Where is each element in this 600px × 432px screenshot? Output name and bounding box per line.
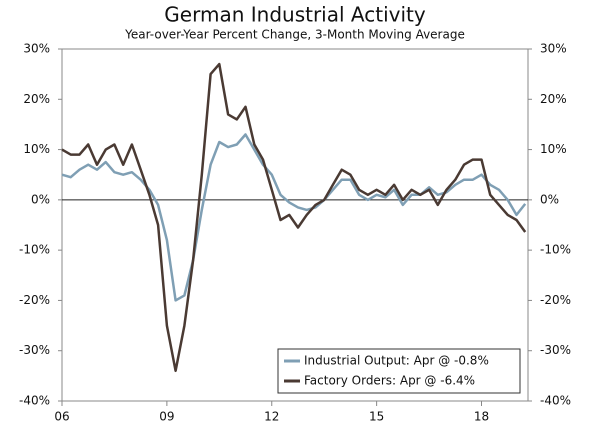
y2-tick-label: 0%	[540, 192, 559, 206]
series-line	[61, 62, 527, 373]
y2-tick-label: -10%	[540, 243, 571, 257]
y-tick-label: -20%	[19, 293, 50, 307]
legend-box	[277, 348, 521, 394]
y-tick-label: -10%	[19, 243, 50, 257]
y2-tick-label: 20%	[540, 92, 567, 106]
y2-tick-label: -40%	[540, 394, 571, 408]
x-tick-label: 06	[54, 410, 69, 424]
legend-label: Factory Orders: Apr @ -6.4%	[304, 374, 475, 388]
y2-tick-label: 10%	[540, 142, 567, 156]
y-tick-label: 0%	[31, 192, 50, 206]
y2-tick-label: 30%	[540, 42, 567, 56]
y-tick-label: -40%	[19, 394, 50, 408]
plot-frame	[61, 48, 529, 402]
x-tick-label: 15	[369, 410, 384, 424]
y-tick-label: 10%	[23, 142, 50, 156]
x-tick-label: 09	[159, 410, 174, 424]
y-tick-label: 20%	[23, 92, 50, 106]
y2-tick-label: -30%	[540, 343, 571, 357]
series-line	[61, 133, 527, 302]
chart-title: German Industrial Activity	[164, 3, 426, 27]
legend-label: Industrial Output: Apr @ -0.8%	[304, 354, 489, 368]
x-tick-label: 12	[264, 410, 279, 424]
y-tick-label: -30%	[19, 343, 50, 357]
y-tick-label: 30%	[23, 42, 50, 56]
y2-tick-label: -20%	[540, 293, 571, 307]
chart-subtitle: Year-over-Year Percent Change, 3-Month M…	[124, 28, 465, 42]
x-tick-label: 18	[474, 410, 489, 424]
